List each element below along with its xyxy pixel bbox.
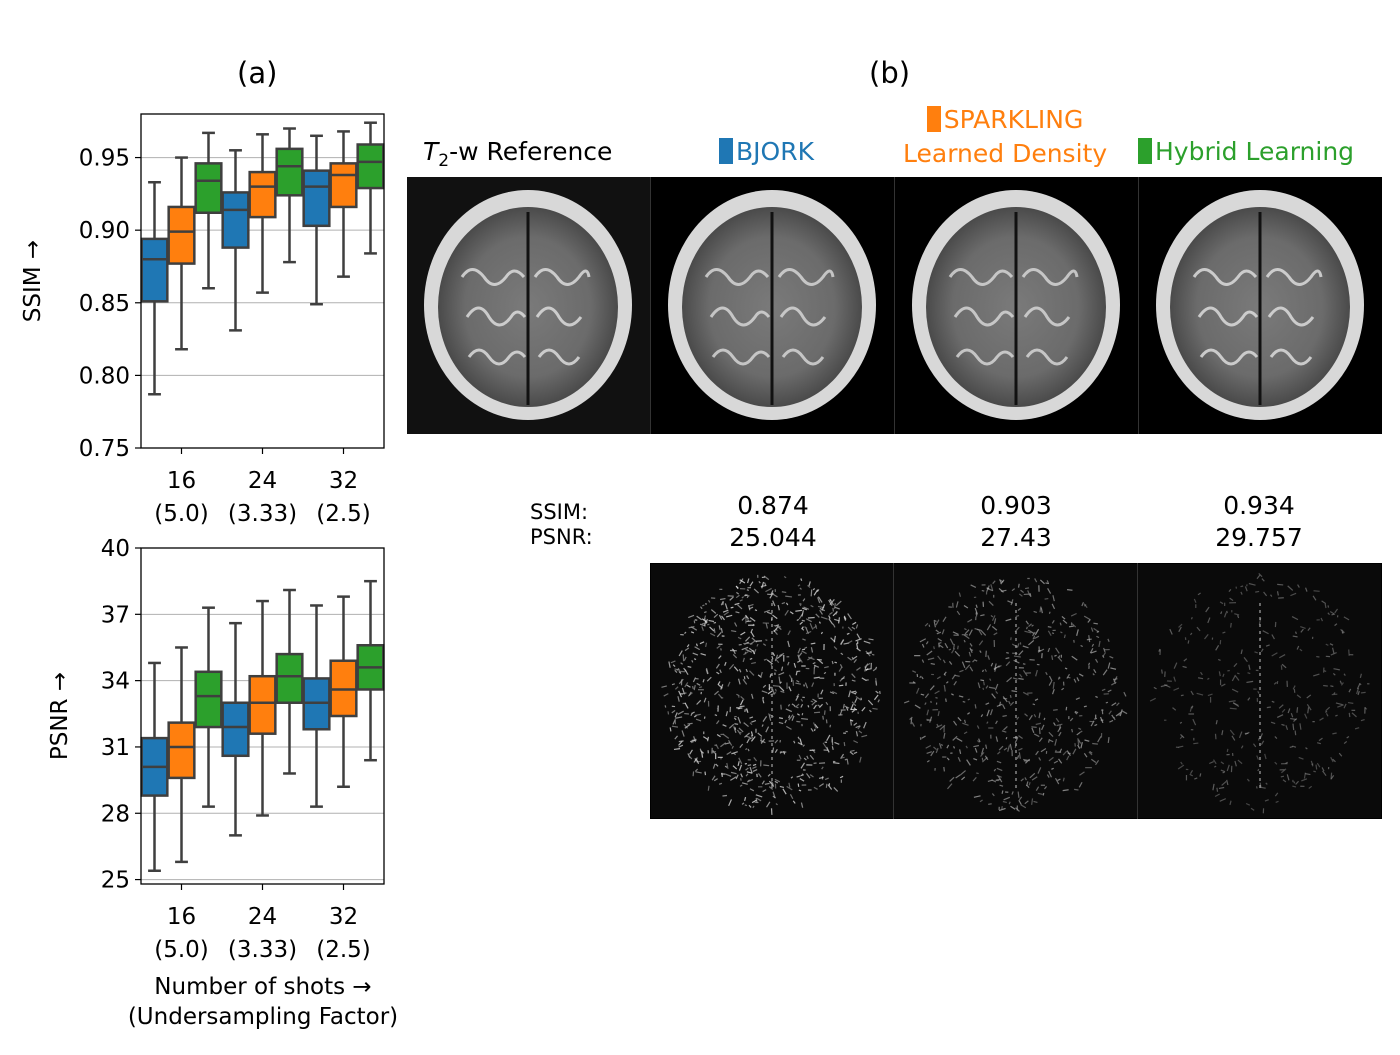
box: [167, 721, 196, 780]
mri-bjork-image: [651, 177, 894, 434]
x-tick-label: 24: [248, 904, 277, 930]
box: [248, 674, 277, 735]
box: [194, 162, 223, 214]
box: [221, 701, 250, 758]
psnr-value: 29.757: [1215, 523, 1303, 552]
sparkling-label-1: SPARKLING: [943, 105, 1084, 134]
x-tick-sublabel: (5.0): [154, 501, 209, 527]
y-tick-label: 0.95: [79, 146, 130, 172]
box: [302, 169, 331, 228]
ssim-value: 0.874: [737, 491, 809, 520]
mri-images-row: [407, 177, 1382, 434]
mri-sparkling-image: [895, 177, 1138, 434]
y-tick-label: 0.80: [79, 363, 130, 389]
error-map-sparkling: [903, 577, 1128, 812]
box: [356, 143, 385, 190]
mri-hybrid-image: [1139, 177, 1382, 434]
reference-subscript: 2: [438, 151, 450, 171]
hybrid-swatch: [1138, 138, 1152, 164]
x-tick-sublabel: (2.5): [316, 501, 371, 527]
x-tick-label: 16: [167, 468, 196, 494]
box: [275, 147, 304, 197]
x-tick-label: 32: [329, 468, 358, 494]
x-axis-label-line2: (Undersampling Factor): [127, 1004, 399, 1030]
ssim-value: 0.903: [980, 491, 1052, 520]
y-tick-label: 31: [101, 735, 130, 761]
metric-labels: SSIM: PSNR:: [530, 500, 593, 550]
x-tick-label: 24: [248, 468, 277, 494]
y-tick-label: 25: [101, 868, 130, 894]
x-tick-sublabel: (5.0): [154, 937, 209, 963]
mri-reference-image: [407, 177, 650, 434]
reference-suffix: -w Reference: [449, 137, 613, 166]
psnr-value: 25.044: [729, 523, 817, 552]
ssim-label: SSIM:: [530, 500, 589, 524]
y-tick-label: 34: [101, 669, 130, 695]
x-axis-label: Number of shots → (Undersampling Factor): [73, 972, 453, 1032]
metric-bjork: 0.874 25.044: [673, 490, 873, 554]
error-map-bjork: [661, 574, 881, 815]
panel-b-title: (b): [869, 56, 911, 90]
x-tick-sublabel: (2.5): [316, 937, 371, 963]
sparkling-header: SPARKLING Learned Density: [903, 103, 1107, 171]
y-tick-label: 40: [101, 536, 130, 562]
bjork-label: BJORK: [736, 137, 814, 166]
y-tick-label: 28: [101, 801, 130, 827]
ssim-value: 0.934: [1223, 491, 1295, 520]
y-axis-label: SSIM →: [20, 240, 46, 322]
bjork-swatch: [719, 138, 733, 164]
reference-symbol: T: [423, 137, 439, 166]
box: [221, 191, 250, 249]
psnr-label: PSNR:: [530, 525, 593, 549]
x-tick-sublabel: (3.33): [228, 501, 297, 527]
panel-a-title: (a): [237, 56, 278, 90]
sparkling-header-line1: SPARKLING: [903, 103, 1107, 137]
x-tick-label: 16: [167, 904, 196, 930]
y-tick-label: 37: [101, 602, 130, 628]
hybrid-header: Hybrid Learning: [1138, 137, 1354, 166]
y-tick-label: 0.90: [79, 218, 130, 244]
bjork-header: BJORK: [719, 137, 814, 166]
y-tick-label: 0.75: [79, 436, 130, 462]
box: [194, 670, 223, 729]
error-maps-row: [650, 563, 1382, 819]
reference-header: T2-w Reference: [423, 137, 612, 171]
hybrid-label: Hybrid Learning: [1155, 137, 1355, 166]
sparkling-swatch: [926, 106, 941, 132]
box: [275, 652, 304, 704]
sparkling-header-line2: Learned Density: [903, 139, 1108, 168]
x-tick-sublabel: (3.33): [228, 937, 297, 963]
metric-hybrid: 0.934 29.757: [1159, 490, 1359, 554]
y-tick-label: 0.85: [79, 291, 130, 317]
metric-sparkling: 0.903 27.43: [916, 490, 1116, 554]
psnr-value: 27.43: [980, 523, 1052, 552]
box: [140, 237, 169, 303]
y-axis-label: PSNR →: [47, 672, 73, 760]
error-map-hybrid: [1149, 573, 1370, 814]
box: [248, 170, 277, 219]
box: [329, 162, 358, 209]
box: [167, 205, 196, 265]
x-tick-label: 32: [329, 904, 358, 930]
x-axis-label-line1: Number of shots →: [154, 974, 372, 1000]
